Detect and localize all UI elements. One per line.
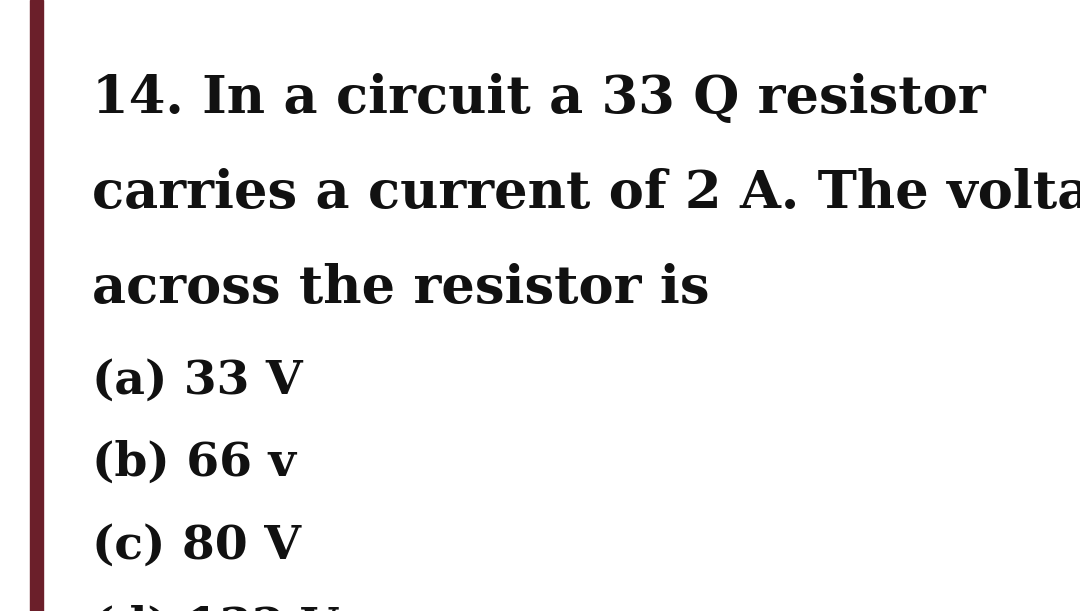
- Text: (a) 33 V: (a) 33 V: [92, 357, 302, 403]
- Text: (c) 80 V: (c) 80 V: [92, 522, 301, 568]
- Text: (b) 66 v: (b) 66 v: [92, 440, 296, 486]
- Text: carries a current of 2 A. The voltage: carries a current of 2 A. The voltage: [92, 168, 1080, 220]
- Bar: [30, 0, 43, 611]
- Text: across the resistor is: across the resistor is: [92, 263, 710, 313]
- Text: 14. In a circuit a 33 Q resistor: 14. In a circuit a 33 Q resistor: [92, 73, 985, 124]
- Text: (d) 132 V: (d) 132 V: [92, 605, 338, 611]
